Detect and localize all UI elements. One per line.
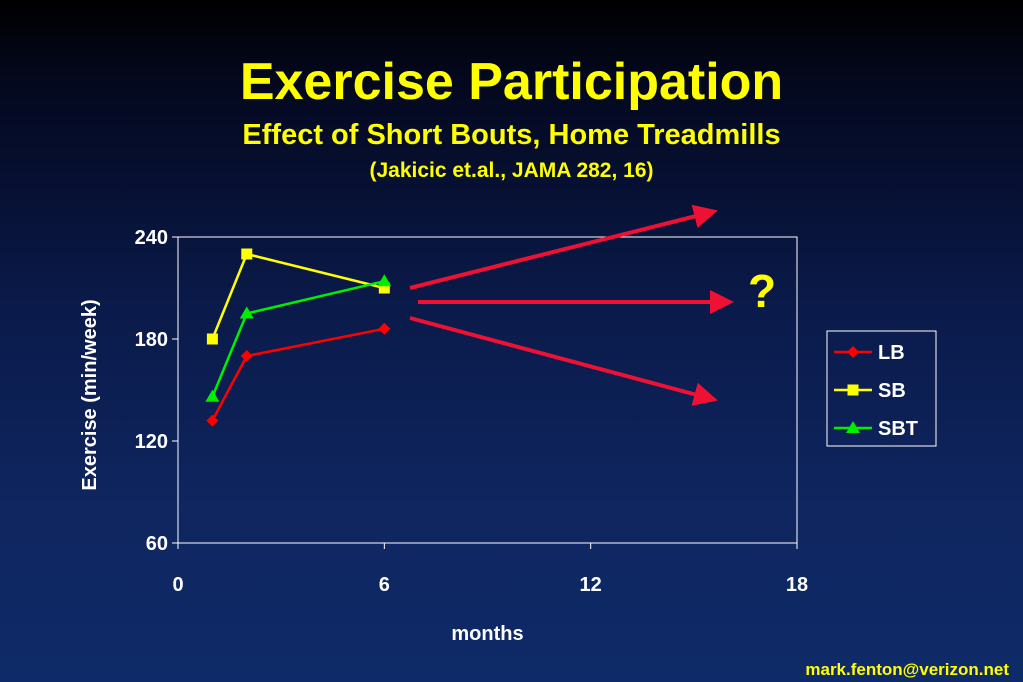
x-tick-label: 18: [786, 574, 808, 596]
y-tick-label: 180: [135, 329, 168, 351]
legend-marker-sb: [847, 384, 859, 396]
projection-arrows: [409, 204, 734, 406]
slide-subtitle: Effect of Short Bouts, Home Treadmills: [242, 119, 781, 151]
axes: 60 120 180 240 0 6 12 18 months Exercise (min/wee…: [79, 227, 808, 645]
y-tick-label: 60: [146, 533, 168, 555]
plot-area: [177, 236, 798, 544]
x-tick-label: 0: [172, 574, 183, 596]
data-point-sb: [241, 248, 253, 260]
data-point-sbt: [377, 274, 392, 287]
footer-email: mark.fenton@verizon.net: [805, 660, 1009, 679]
data-point-sb: [206, 333, 218, 345]
y-tick-label: 120: [135, 431, 168, 453]
series-line-sbt: [211, 279, 385, 398]
legend-label-sbt: SBT: [878, 418, 918, 440]
question-mark: ?: [748, 265, 776, 317]
projection-arrow-up: [409, 204, 718, 290]
data-point-sbt: [239, 306, 254, 319]
legend-label-sb: SB: [878, 380, 906, 402]
legend-marker-lb: [847, 346, 859, 358]
data-point-sb: [378, 282, 390, 294]
data-point-lb: [378, 322, 391, 335]
legend-box: [826, 330, 937, 447]
slide-citation: (Jakicic et.al., JAMA 282, 16): [369, 159, 654, 182]
data-point-lb: [206, 414, 219, 427]
series-line-sb: [211, 252, 385, 340]
legend-label-lb: LB: [878, 342, 905, 364]
series-sbt: [205, 274, 392, 402]
y-tick-label: 240: [135, 227, 168, 249]
x-tick-label: 6: [379, 574, 390, 596]
legend-marker-sbt: [846, 421, 860, 433]
legend: LB SB SBT: [826, 330, 937, 447]
series-group: [205, 248, 392, 427]
data-point-lb: [240, 350, 253, 362]
projection-arrow-down: [409, 316, 718, 406]
data-point-sbt: [205, 389, 220, 402]
series-line-lb: [211, 327, 385, 422]
x-axis-title: months: [451, 623, 523, 645]
slide-title: Exercise Participation: [239, 53, 784, 111]
series-lb: [206, 322, 391, 427]
series-sb: [206, 248, 390, 345]
y-axis-title: Exercise (min/week): [79, 299, 101, 490]
x-tick-label: 12: [580, 574, 602, 596]
